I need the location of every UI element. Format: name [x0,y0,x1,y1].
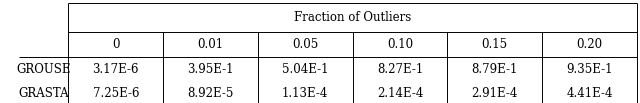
Text: 0.20: 0.20 [577,38,602,51]
Text: 8.79E-1: 8.79E-1 [472,63,518,75]
Text: 1.13E-4: 1.13E-4 [282,87,328,100]
Text: 2.91E-4: 2.91E-4 [472,87,518,100]
Text: 0.01: 0.01 [198,38,223,51]
Text: 7.25E-6: 7.25E-6 [93,87,139,100]
Text: Fraction of Outliers: Fraction of Outliers [294,11,412,24]
Text: 0.05: 0.05 [292,38,319,51]
Text: 0: 0 [112,38,120,51]
Text: 5.04E-1: 5.04E-1 [282,63,328,75]
Text: 0.15: 0.15 [482,38,508,51]
Text: 2.14E-4: 2.14E-4 [377,87,423,100]
Text: 8.92E-5: 8.92E-5 [188,87,234,100]
Text: 3.95E-1: 3.95E-1 [188,63,234,75]
Text: GROUSE: GROUSE [17,63,71,75]
Text: 8.27E-1: 8.27E-1 [377,63,423,75]
Text: 9.35E-1: 9.35E-1 [566,63,612,75]
Text: 4.41E-4: 4.41E-4 [566,87,612,100]
Text: 0.10: 0.10 [387,38,413,51]
Text: 3.17E-6: 3.17E-6 [93,63,139,75]
Text: GRASTA: GRASTA [19,87,69,100]
